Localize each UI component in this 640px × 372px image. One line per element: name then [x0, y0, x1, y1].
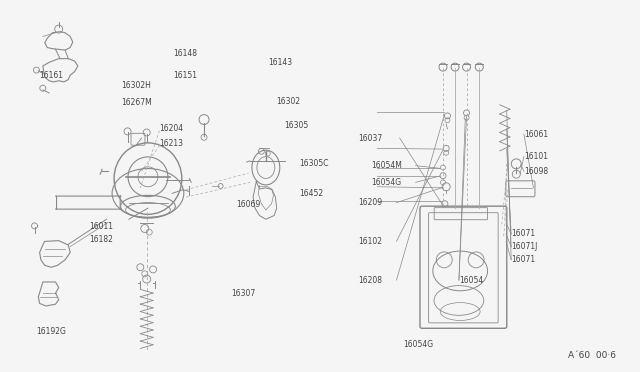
Text: 16213: 16213 [159, 139, 184, 148]
Text: 16037: 16037 [358, 134, 383, 142]
Text: 16267M: 16267M [121, 99, 152, 108]
Text: 16071: 16071 [511, 255, 535, 264]
Text: 16307: 16307 [231, 289, 255, 298]
Text: 16302H: 16302H [121, 81, 151, 90]
Text: 16209: 16209 [358, 198, 382, 207]
Text: 16204: 16204 [159, 124, 184, 133]
Text: 16452: 16452 [300, 189, 324, 198]
Text: 16054M: 16054M [371, 161, 402, 170]
Text: 16302: 16302 [276, 97, 301, 106]
Text: 16054G: 16054G [403, 340, 433, 349]
Text: 16192G: 16192G [36, 327, 67, 336]
Text: 16161: 16161 [40, 71, 63, 80]
Text: 16061: 16061 [524, 130, 548, 139]
Text: 16148: 16148 [173, 49, 197, 58]
Text: A´60  00·6: A´60 00·6 [568, 351, 616, 360]
Text: 16071: 16071 [511, 230, 535, 238]
Text: 16054G: 16054G [371, 178, 401, 187]
Text: 16208: 16208 [358, 276, 382, 285]
Text: 16098: 16098 [524, 167, 548, 176]
Text: 16182: 16182 [90, 235, 113, 244]
Text: 16069: 16069 [236, 200, 260, 209]
Text: 16071J: 16071J [511, 243, 538, 251]
Text: 16305: 16305 [284, 121, 308, 129]
Text: 16011: 16011 [90, 222, 113, 231]
Text: 16305C: 16305C [300, 159, 329, 169]
Text: 16102: 16102 [358, 237, 382, 246]
Text: 16101: 16101 [524, 152, 548, 161]
Text: 16151: 16151 [173, 71, 197, 80]
Text: 16054: 16054 [459, 276, 483, 285]
Text: 16143: 16143 [268, 58, 292, 67]
